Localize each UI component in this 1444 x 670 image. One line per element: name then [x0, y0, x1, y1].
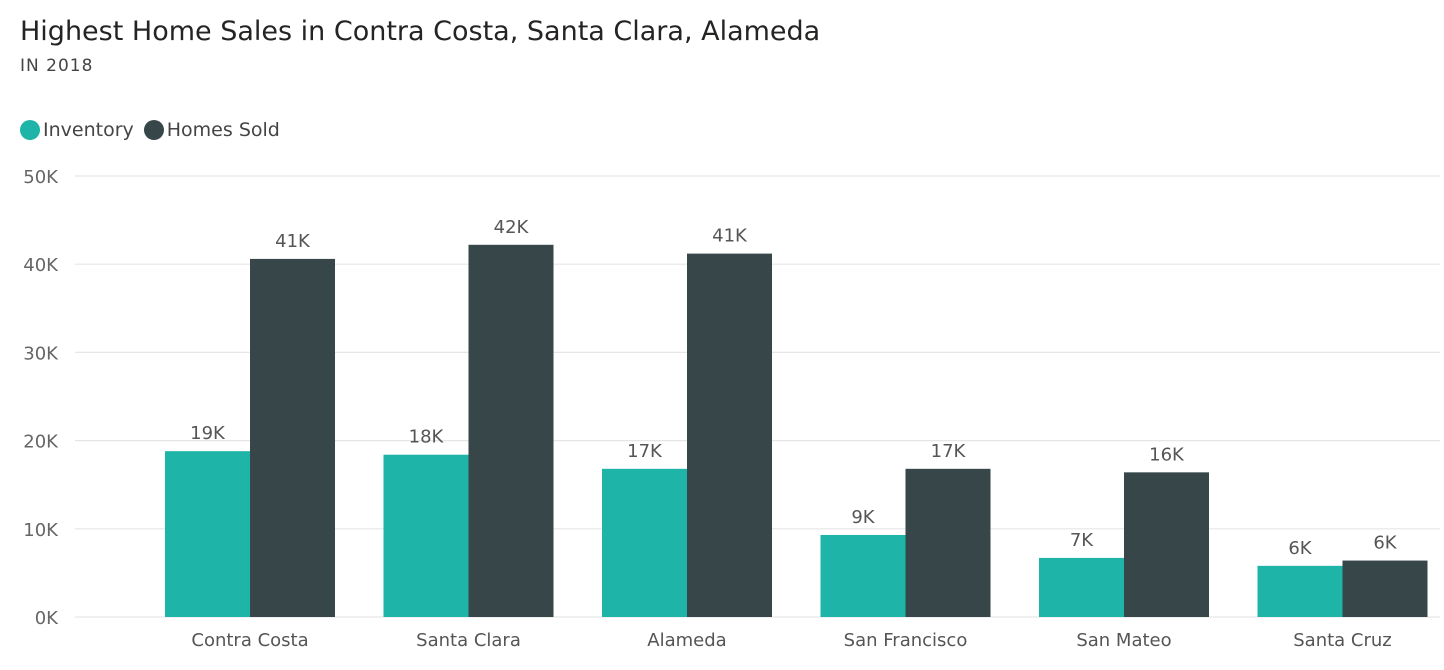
data-label: 17K [627, 441, 663, 462]
legend-label-homes-sold: Homes Sold [166, 119, 280, 141]
chart-subtitle: IN 2018 [20, 56, 94, 76]
data-label: 9K [851, 507, 875, 528]
data-label: 17K [931, 441, 967, 462]
bar [250, 258, 335, 617]
y-tick-label: 50K [23, 167, 59, 188]
data-label: 16K [1149, 444, 1185, 465]
bar [468, 244, 554, 617]
bar [1039, 557, 1124, 617]
bar [1124, 472, 1209, 617]
data-label: 6K [1288, 538, 1312, 559]
bar [687, 253, 772, 617]
legend-item-homes-sold[interactable]: Homes Sold [143, 119, 280, 141]
y-tick-label: 40K [23, 255, 59, 276]
data-label: 41K [712, 226, 748, 247]
y-tick-label: 30K [23, 343, 59, 364]
y-tick-label: 0K [35, 608, 59, 629]
bar [1257, 565, 1343, 617]
legend-swatch-inventory [20, 120, 40, 140]
x-tick-label: San Francisco [844, 630, 968, 651]
data-label: 42K [494, 217, 530, 238]
x-tick-label: Alameda [647, 630, 726, 651]
bar [1342, 560, 1428, 617]
data-label: 7K [1070, 530, 1094, 551]
bar [905, 468, 991, 617]
data-label: 18K [409, 427, 445, 448]
legend-swatch-homes-sold [143, 120, 164, 140]
x-tick-label: Santa Clara [416, 630, 521, 651]
data-label: 6K [1373, 533, 1397, 554]
bar [602, 468, 687, 617]
y-tick-label: 20K [23, 432, 59, 453]
legend-item-inventory[interactable]: Inventory [20, 119, 134, 141]
data-label: 19K [190, 423, 226, 444]
x-tick-label: Santa Cruz [1293, 630, 1392, 651]
bar [165, 451, 250, 617]
x-tick-label: San Mateo [1076, 630, 1171, 651]
chart-title: Highest Home Sales in Contra Costa, Sant… [20, 16, 821, 47]
bar [383, 454, 469, 617]
bar [820, 534, 906, 617]
legend[interactable]: Inventory Homes Sold [20, 119, 290, 141]
y-tick-label: 10K [23, 520, 59, 541]
data-label: 41K [275, 231, 311, 252]
x-tick-label: Contra Costa [191, 630, 308, 651]
legend-label-inventory: Inventory [43, 119, 134, 141]
